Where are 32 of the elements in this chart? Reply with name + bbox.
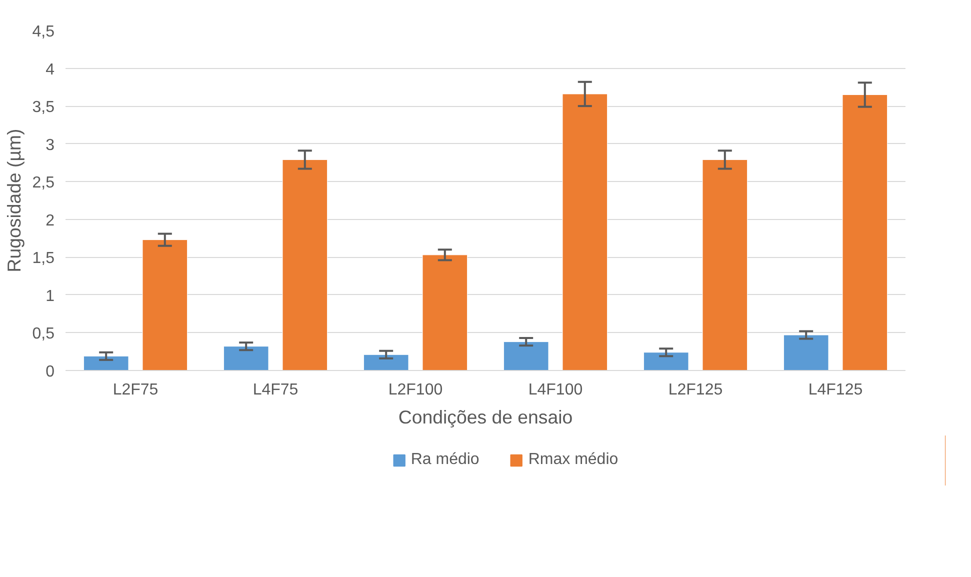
bar	[643, 352, 689, 370]
y-tick-label: 0	[46, 364, 55, 380]
y-tick-label: 1	[46, 288, 55, 305]
bar	[363, 354, 409, 370]
x-axis-title: Condições de ensaio	[398, 406, 573, 428]
bar	[223, 346, 269, 370]
y-tick-label: 4,5	[32, 24, 55, 40]
bar	[83, 356, 129, 370]
y-tick-label: 1,5	[32, 250, 55, 268]
y-tick-label: 3,5	[32, 99, 55, 116]
bar	[842, 94, 888, 370]
y-tick-label: 0,5	[32, 326, 55, 343]
y-tick-label: 2,5	[32, 174, 55, 192]
bar	[783, 334, 829, 370]
bar	[282, 159, 328, 370]
bar	[562, 94, 608, 370]
y-tick-label: 3	[46, 136, 55, 154]
x-tick-label: L2F100	[388, 382, 443, 398]
y-tick-label: 2	[46, 212, 55, 230]
bar	[702, 159, 748, 370]
y-axis-title: Rugosidade (µm)	[3, 128, 24, 272]
x-tick-label: L2F75	[112, 382, 158, 398]
bar	[503, 342, 549, 370]
bar	[142, 240, 188, 370]
y-tick-label: 4	[46, 61, 55, 78]
legend-label: Ra médio	[410, 451, 480, 469]
bar	[422, 254, 468, 370]
x-tick-label: L4F100	[528, 382, 583, 398]
x-tick-label: L4F125	[808, 382, 863, 398]
x-tick-label: L4F75	[252, 382, 298, 398]
legend-label: Rmax médio	[528, 451, 618, 469]
x-tick-label: L2F125	[668, 382, 723, 398]
